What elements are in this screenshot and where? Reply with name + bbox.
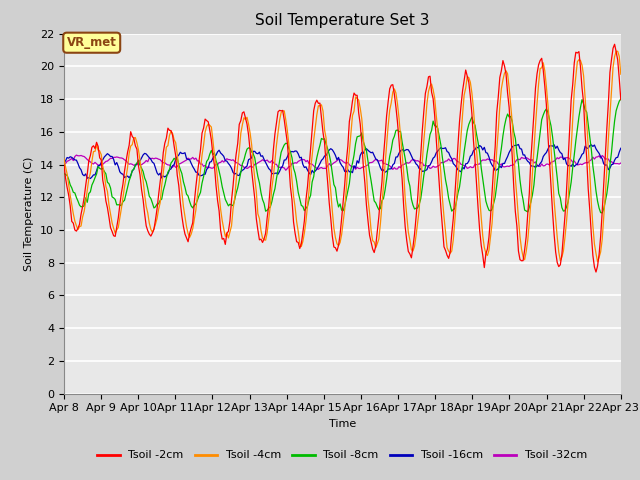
Text: VR_met: VR_met [67, 36, 116, 49]
Title: Soil Temperature Set 3: Soil Temperature Set 3 [255, 13, 429, 28]
X-axis label: Time: Time [329, 419, 356, 429]
Legend: Tsoil -2cm, Tsoil -4cm, Tsoil -8cm, Tsoil -16cm, Tsoil -32cm: Tsoil -2cm, Tsoil -4cm, Tsoil -8cm, Tsoi… [93, 446, 592, 465]
Y-axis label: Soil Temperature (C): Soil Temperature (C) [24, 156, 35, 271]
